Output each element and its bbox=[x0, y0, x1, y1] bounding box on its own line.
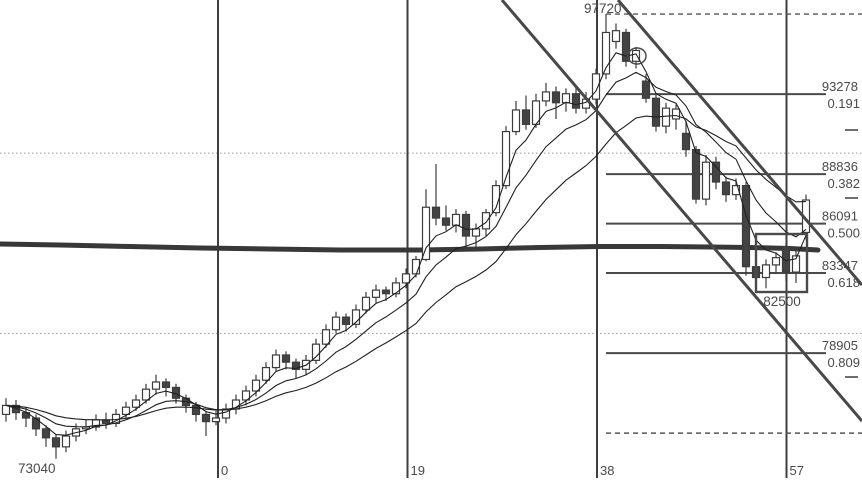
chart-label: 0.809 bbox=[827, 355, 860, 370]
candle bbox=[791, 250, 801, 283]
candle bbox=[51, 434, 61, 459]
candle bbox=[361, 291, 371, 314]
candle bbox=[221, 403, 231, 424]
chart-label: 82500 bbox=[763, 294, 801, 309]
candle bbox=[101, 412, 111, 429]
candle bbox=[131, 394, 141, 411]
time-gridlines: 0 19 38 57 bbox=[217, 0, 804, 478]
candle bbox=[611, 23, 621, 49]
ema-lines bbox=[5, 52, 807, 436]
candle bbox=[31, 414, 41, 437]
candle bbox=[631, 46, 641, 69]
candle bbox=[161, 378, 171, 397]
candle bbox=[521, 95, 531, 130]
candle bbox=[651, 93, 661, 132]
candle bbox=[621, 28, 631, 67]
candle bbox=[211, 410, 221, 426]
candle bbox=[541, 82, 551, 107]
candle bbox=[271, 349, 281, 372]
candle bbox=[391, 277, 401, 298]
candle bbox=[551, 86, 561, 119]
chart-label: 19 bbox=[411, 463, 425, 478]
candle bbox=[421, 189, 431, 262]
candle bbox=[761, 259, 771, 289]
candle bbox=[61, 430, 71, 453]
chart-label: 78905 bbox=[822, 338, 858, 353]
candle bbox=[591, 68, 601, 105]
candle bbox=[141, 383, 151, 404]
candle bbox=[441, 205, 451, 231]
candle bbox=[701, 154, 711, 206]
chart-label: 0.382 bbox=[827, 176, 860, 191]
candle-highlight-ellipse bbox=[627, 47, 647, 65]
candle bbox=[561, 88, 571, 112]
chart-label: 97720 bbox=[584, 1, 622, 16]
candle bbox=[1, 398, 11, 422]
candle bbox=[741, 182, 751, 276]
candle bbox=[491, 180, 501, 217]
candle bbox=[11, 400, 21, 420]
candle bbox=[571, 86, 581, 114]
candle bbox=[111, 409, 121, 428]
candle bbox=[681, 120, 691, 157]
price-zone-rectangle bbox=[754, 232, 809, 294]
candle bbox=[431, 163, 441, 226]
candle bbox=[721, 176, 731, 202]
fib-retracement: 932780.191888360.382860910.500833470.618… bbox=[606, 13, 862, 434]
trend-channel bbox=[500, 0, 862, 422]
price-labels: 97720 73040 bbox=[18, 1, 622, 476]
candle bbox=[41, 425, 51, 447]
candle bbox=[331, 311, 341, 334]
chart-label: 0.191 bbox=[827, 96, 860, 111]
chart-label: 0.500 bbox=[827, 226, 860, 241]
candle bbox=[451, 209, 461, 233]
candle bbox=[381, 286, 391, 301]
candle bbox=[321, 324, 331, 348]
candle bbox=[241, 385, 251, 406]
candle bbox=[781, 243, 791, 282]
candle bbox=[231, 394, 241, 415]
candle bbox=[671, 104, 681, 130]
candle bbox=[151, 374, 161, 395]
chart-label: 0.618 bbox=[827, 275, 860, 290]
candle bbox=[201, 410, 211, 437]
candle bbox=[261, 362, 271, 384]
chart-label: 38 bbox=[600, 463, 614, 478]
candle bbox=[501, 126, 511, 190]
candle bbox=[531, 93, 541, 128]
candle bbox=[371, 284, 381, 303]
chart-label: 93278 bbox=[822, 79, 858, 94]
candle bbox=[341, 313, 351, 332]
candle bbox=[311, 338, 321, 364]
candle bbox=[771, 252, 781, 274]
candle bbox=[91, 414, 101, 431]
chart-label: 73040 bbox=[18, 461, 56, 476]
ma-thick bbox=[0, 241, 821, 253]
annotations: 82500 bbox=[627, 47, 809, 309]
candle bbox=[711, 156, 721, 190]
chart-label: 0 bbox=[221, 463, 228, 478]
candle bbox=[601, 14, 611, 80]
chart-label: 88836 bbox=[822, 159, 858, 174]
candle bbox=[661, 102, 671, 134]
chart-label: 57 bbox=[790, 463, 804, 478]
chart-label: 86091 bbox=[822, 209, 858, 224]
candlestick-series bbox=[1, 14, 811, 459]
trendline bbox=[500, 0, 862, 422]
trendline bbox=[616, 0, 862, 286]
candle bbox=[281, 351, 291, 370]
candle bbox=[691, 145, 701, 204]
candle bbox=[641, 73, 651, 103]
candle bbox=[511, 100, 521, 136]
candle bbox=[351, 304, 361, 328]
